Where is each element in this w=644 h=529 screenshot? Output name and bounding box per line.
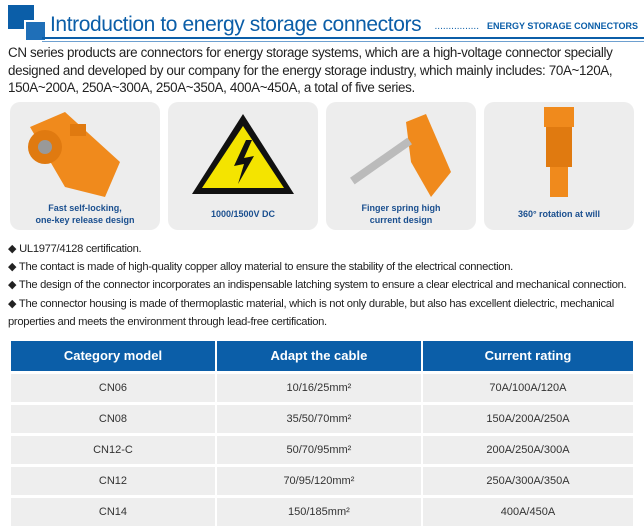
logo-block-small — [24, 20, 47, 42]
header-rule — [42, 37, 644, 39]
feature-card-locking: Fast self-locking, one-key release design — [10, 101, 160, 230]
high-voltage-warning-icon — [192, 113, 294, 194]
feature-card-voltage: 1000/1500V DC — [168, 101, 318, 230]
header-rule-thin — [42, 41, 644, 42]
list-item-text: UL1977/4128 certification. — [19, 242, 142, 255]
table-row: CN12 70/95/120mm² 250A/300A/350A — [11, 466, 633, 495]
page-title: Introduction to energy storage connector… — [50, 13, 422, 36]
feature-card-finger-spring: Finger spring high current design — [326, 101, 476, 230]
feature-card-rotation: 360° rotation at will — [484, 101, 634, 230]
column-header: Category model — [11, 340, 215, 371]
table-header-row: Category model Adapt the cable Current r… — [11, 340, 633, 371]
feature-cards: Fast self-locking, one-key release design… — [10, 101, 634, 230]
dotted-leader: ................ — [434, 21, 479, 32]
table-cell: 70/95/120mm² — [216, 466, 421, 495]
table-cell: 200A/250A/300A — [422, 435, 633, 464]
feature-list: ◆ UL1977/4128 certification. ◆ The conta… — [8, 240, 638, 332]
list-item: ◆ UL1977/4128 certification. — [8, 240, 638, 258]
straight-connector-image — [544, 106, 574, 197]
table-row: CN14 150/185mm² 400A/450A — [11, 497, 633, 526]
feature-caption: current design — [369, 214, 433, 225]
table-cell: 50/70/95mm² — [216, 435, 421, 464]
list-item-text: The contact is made of high-quality copp… — [18, 260, 513, 273]
list-item: ◆ The design of the connector incorporat… — [8, 276, 638, 294]
table-cell: 400A/450A — [422, 497, 633, 526]
table-cell: CN12-C — [11, 435, 215, 464]
table-cell: 150A/200A/250A — [422, 404, 633, 433]
intro-paragraph: CN series products are connectors for en… — [8, 45, 613, 95]
table-cell: CN12 — [11, 466, 215, 495]
header-row: Introduction to energy storage connector… — [50, 7, 638, 37]
table-cell: 70A/100A/120A — [422, 373, 633, 402]
page-header: Introduction to energy storage connector… — [0, 0, 644, 43]
column-header: Adapt the cable — [216, 340, 421, 371]
feature-caption: Finger spring high — [361, 202, 441, 213]
table-row: CN06 10/16/25mm² 70A/100A/120A — [11, 373, 633, 402]
table-cell: CN08 — [11, 404, 215, 433]
diamond-bullet-icon: ◆ — [8, 279, 17, 292]
feature-caption: one-key release design — [35, 214, 135, 225]
column-header: Current rating — [422, 340, 633, 371]
feature-caption: 1000/1500V DC — [210, 208, 276, 219]
table-cell: 35/50/70mm² — [216, 404, 421, 433]
connector-with-pin-image — [350, 113, 451, 197]
table-cell: CN14 — [11, 497, 215, 526]
table-cell: CN06 — [11, 373, 215, 402]
list-item: ◆ The contact is made of high-quality co… — [8, 258, 638, 276]
table-cell: 10/16/25mm² — [216, 373, 421, 402]
diamond-bullet-icon: ◆ — [8, 297, 17, 310]
diamond-bullet-icon: ◆ — [8, 242, 17, 255]
table-row: CN08 35/50/70mm² 150A/200A/250A — [11, 404, 633, 433]
section-subtitle: ENERGY STORAGE CONNECTORS — [486, 21, 638, 31]
list-item-text: The design of the connector incorporates… — [18, 279, 627, 292]
table-row: CN12-C 50/70/95mm² 200A/250A/300A — [11, 435, 633, 464]
list-item-text: The connector housing is made of thermop… — [8, 297, 614, 329]
diamond-bullet-icon: ◆ — [8, 260, 17, 273]
table-cell: 250A/300A/350A — [422, 466, 633, 495]
list-item: ◆ The connector housing is made of therm… — [8, 295, 638, 332]
feature-caption: 360° rotation at will — [517, 208, 601, 219]
angled-connector-image — [28, 111, 120, 197]
feature-caption: Fast self-locking, — [48, 202, 122, 213]
table-cell: 150/185mm² — [216, 497, 421, 526]
